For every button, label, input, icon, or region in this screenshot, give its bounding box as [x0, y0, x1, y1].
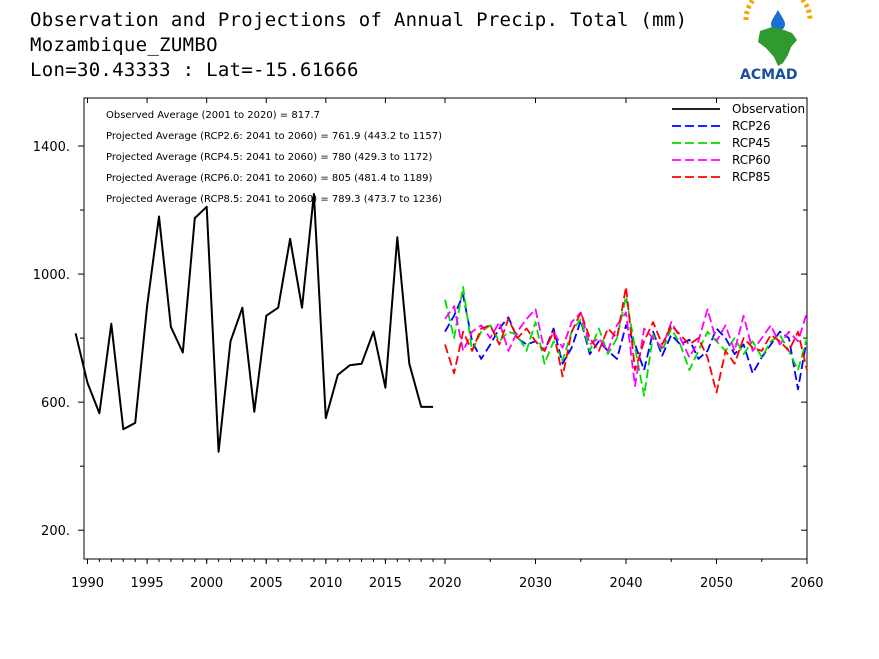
x-tick-label: 2020	[428, 576, 461, 591]
stat-rcp60-average: Projected Average (RCP6.0: 2041 to 2060)…	[106, 173, 433, 184]
stat-rcp45-average: Projected Average (RCP4.5: 2041 to 2060)…	[106, 152, 433, 163]
legend-label-observation: Observation	[732, 102, 805, 116]
y-tick-label: 600.	[41, 396, 70, 411]
x-tick-label: 2030	[519, 576, 552, 591]
x-tick-label: 2060	[790, 576, 823, 591]
africa-map-icon	[758, 27, 797, 66]
x-axis: 1990 1995 2000 2005 2010 2015 2020 2030 2040 2050…	[71, 98, 824, 591]
statistics-block: Observed Average (2001 to 2020) = 817.7 …	[106, 110, 442, 205]
x-tick-label: 2040	[609, 576, 642, 591]
x-tick-label: 2050	[700, 576, 733, 591]
legend-label-rcp85: RCP85	[732, 170, 771, 184]
series-line-rcp60	[444, 305, 808, 388]
chart-subtitle-station: Mozambique_ZUMBO	[30, 34, 218, 56]
stat-observed-average: Observed Average (2001 to 2020) = 817.7	[106, 110, 320, 121]
series-line-rcp45	[444, 285, 808, 397]
x-tick-label: 1990	[71, 576, 104, 591]
legend: Observation RCP26 RCP45 RCP60 RCP85	[672, 102, 805, 184]
legend-label-rcp60: RCP60	[732, 153, 771, 167]
legend-label-rcp26: RCP26	[732, 119, 771, 133]
x-tick-label: 2010	[309, 576, 342, 591]
x-tick-label: 2005	[250, 576, 283, 591]
plot-frame	[83, 97, 808, 560]
x-tick-label: 2000	[190, 576, 223, 591]
logo-text: ACMAD	[740, 67, 798, 83]
y-tick-label: 200.	[41, 524, 70, 539]
series-line-rcp26	[444, 293, 808, 391]
x-tick-label: 1995	[131, 576, 164, 591]
y-axis: 200. 600. 1000. 1400.	[33, 140, 807, 539]
series-line-observation	[74, 193, 434, 453]
sun-rays-icon	[743, 0, 813, 21]
y-tick-label: 1000.	[33, 268, 70, 283]
series-line-rcp85	[444, 285, 808, 394]
chart-title: Observation and Projections of Annual Pr…	[30, 9, 687, 31]
y-tick-label: 1400.	[33, 140, 70, 155]
stat-rcp26-average: Projected Average (RCP2.6: 2041 to 2060)…	[106, 131, 442, 142]
stat-rcp85-average: Projected Average (RCP8.5: 2041 to 2060)…	[106, 194, 442, 205]
x-tick-label: 2015	[369, 576, 402, 591]
water-drop-icon	[771, 10, 785, 31]
legend-label-rcp45: RCP45	[732, 136, 771, 150]
chart-subtitle-coordinates: Lon=30.43333 : Lat=-15.61666	[30, 59, 359, 81]
acmad-logo: ACMAD	[740, 0, 813, 83]
series-layer	[74, 193, 808, 453]
